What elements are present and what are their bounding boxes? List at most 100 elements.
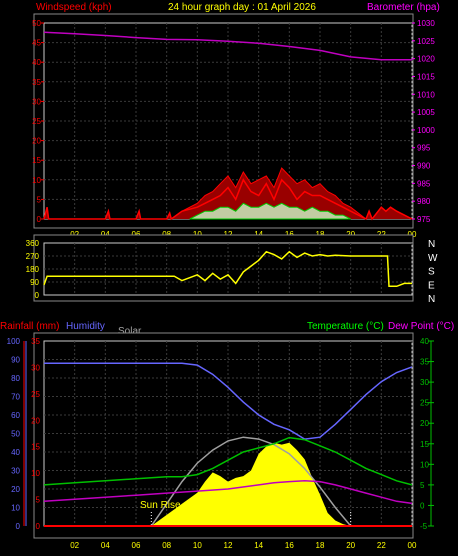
x-tick-label: 14 [254, 541, 263, 550]
wind-tick-label: 50 [32, 19, 41, 28]
wind-grid [44, 23, 413, 219]
wind-tick-label: 15 [32, 156, 41, 165]
temperature-axis: -5 0 5 10 15 20 25 30 35 40 [420, 337, 434, 531]
compass-label: N [428, 294, 435, 305]
barometer-tick-label: 975 [417, 215, 431, 224]
wind-tick-label: 25 [32, 117, 41, 126]
gust-area [189, 202, 351, 220]
barometer-tick-label: 1025 [417, 37, 435, 46]
barometer-tick-label: 980 [417, 197, 431, 206]
bottom-x-axis: 02 04 06 08 10 12 14 16 18 20 22 00 [70, 541, 417, 550]
direction-tick-label: 180 [26, 265, 40, 274]
wind-tick-label: 30 [32, 97, 41, 106]
humidity-tick-label: 100 [7, 337, 21, 346]
rain-tick-label: 5 [36, 496, 41, 505]
rain-tick-label: 25 [31, 390, 40, 399]
temperature-line [43, 436, 413, 486]
humidity-tick-label: 40 [11, 448, 20, 457]
barometer-tick-label: 1030 [417, 19, 435, 28]
x-tick-label: 20 [346, 541, 355, 550]
x-tick-label: 08 [162, 541, 171, 550]
x-tick-label: 16 [285, 541, 294, 550]
humidity-tick-label: 10 [11, 504, 20, 513]
direction-line [43, 250, 412, 288]
humidity-tick-label: 80 [11, 374, 20, 383]
humidity-line [44, 362, 413, 440]
direction-tick-label: 90 [30, 278, 39, 287]
x-tick-label: 04 [101, 541, 110, 550]
barometer-tick-label: 1005 [417, 108, 435, 117]
barometer-tick-label: 1015 [417, 72, 435, 81]
direction-tick-label: 360 [26, 239, 40, 248]
barometer-line [43, 31, 412, 61]
x-tick-label: 18 [316, 541, 325, 550]
compass-label: W [428, 253, 438, 264]
humidity-axis: 0 10 20 30 40 50 60 70 80 90 100 [7, 337, 21, 531]
barometer-tick-label: 1010 [417, 90, 435, 99]
wind-tick-label: 5 [37, 195, 42, 204]
wind-left-axis: 0 5 10 15 20 25 30 35 40 45 50 [32, 19, 44, 224]
wind-tick-label: 10 [32, 176, 41, 185]
temperature-tick-label: -5 [420, 522, 428, 531]
rain-tick-label: 35 [31, 337, 40, 346]
x-tick-label: 06 [132, 541, 141, 550]
sunrise-label: Sun Rise [140, 500, 181, 511]
rain-tick-label: 20 [31, 416, 40, 425]
barometer-tick-label: 1000 [417, 126, 435, 135]
humidity-tick-label: 70 [11, 393, 20, 402]
temperature-tick-label: 35 [420, 358, 429, 367]
rain-axis: 0 5 10 15 20 25 30 35 [23, 337, 41, 531]
direction-tick-label: 270 [26, 252, 40, 261]
bottom-series [43, 362, 413, 527]
humidity-tick-label: 20 [11, 485, 20, 494]
windspeed-label: Windspeed (kph) [36, 2, 112, 13]
rain-tick-label: 15 [31, 443, 40, 452]
temperature-tick-label: 5 [420, 481, 425, 490]
barometer-axis: 975 980 985 990 995 1000 1005 1010 1015 1020 1025 1… [412, 19, 435, 224]
humidity-tick-label: 50 [11, 430, 20, 439]
temperature-tick-label: 15 [420, 440, 429, 449]
temperature-tick-label: 10 [420, 460, 429, 469]
direction-series [43, 250, 412, 288]
solar-fill-area [151, 442, 351, 526]
x-tick-label: 12 [224, 541, 233, 550]
rain-tick-label: 0 [36, 522, 41, 531]
direction-panel [33, 234, 414, 302]
x-tick-label: 00 [408, 541, 417, 550]
humidity-label: Humidity [66, 321, 105, 332]
temperature-tick-label: 40 [420, 337, 429, 346]
humidity-tick-label: 0 [16, 522, 21, 531]
wind-tick-label: 45 [32, 39, 41, 48]
barometer-tick-label: 1020 [417, 55, 435, 64]
compass-label: S [428, 267, 435, 278]
temperature-tick-label: 25 [420, 399, 429, 408]
direction-left-axis: 0 90 180 270 360 [26, 239, 40, 300]
wind-peak-area [44, 168, 412, 219]
x-tick-label: 22 [377, 541, 386, 550]
wind-tick-label: 20 [32, 137, 41, 146]
barometer-tick-label: 990 [417, 162, 431, 171]
wind-tick-label: 40 [32, 58, 41, 67]
wind-series [43, 31, 413, 221]
x-tick-label: 02 [70, 541, 79, 550]
rainfall-label: Rainfall (mm) [0, 321, 59, 332]
rain-tick-label: 30 [31, 363, 40, 372]
temperature-tick-label: 30 [420, 378, 429, 387]
solar-label: Solar [118, 326, 142, 337]
temperature-label: Temperature (°C) [307, 321, 384, 332]
graph-title: 24 hour graph day : 01 April 2026 [168, 2, 316, 13]
wind-tick-label: 35 [32, 78, 41, 87]
humidity-tick-label: 30 [11, 467, 20, 476]
humidity-tick-label: 60 [11, 411, 20, 420]
dewpoint-label: Dew Point (°C) [388, 321, 454, 332]
barometer-tick-label: 985 [417, 179, 431, 188]
compass-label: N [428, 239, 435, 250]
x-tick-label: 10 [193, 541, 202, 550]
direction-tick-label: 0 [35, 291, 40, 300]
temperature-tick-label: 20 [420, 419, 429, 428]
wind-peak-line [43, 167, 413, 221]
rain-tick-label: 10 [31, 469, 40, 478]
solar-curve [150, 436, 352, 527]
